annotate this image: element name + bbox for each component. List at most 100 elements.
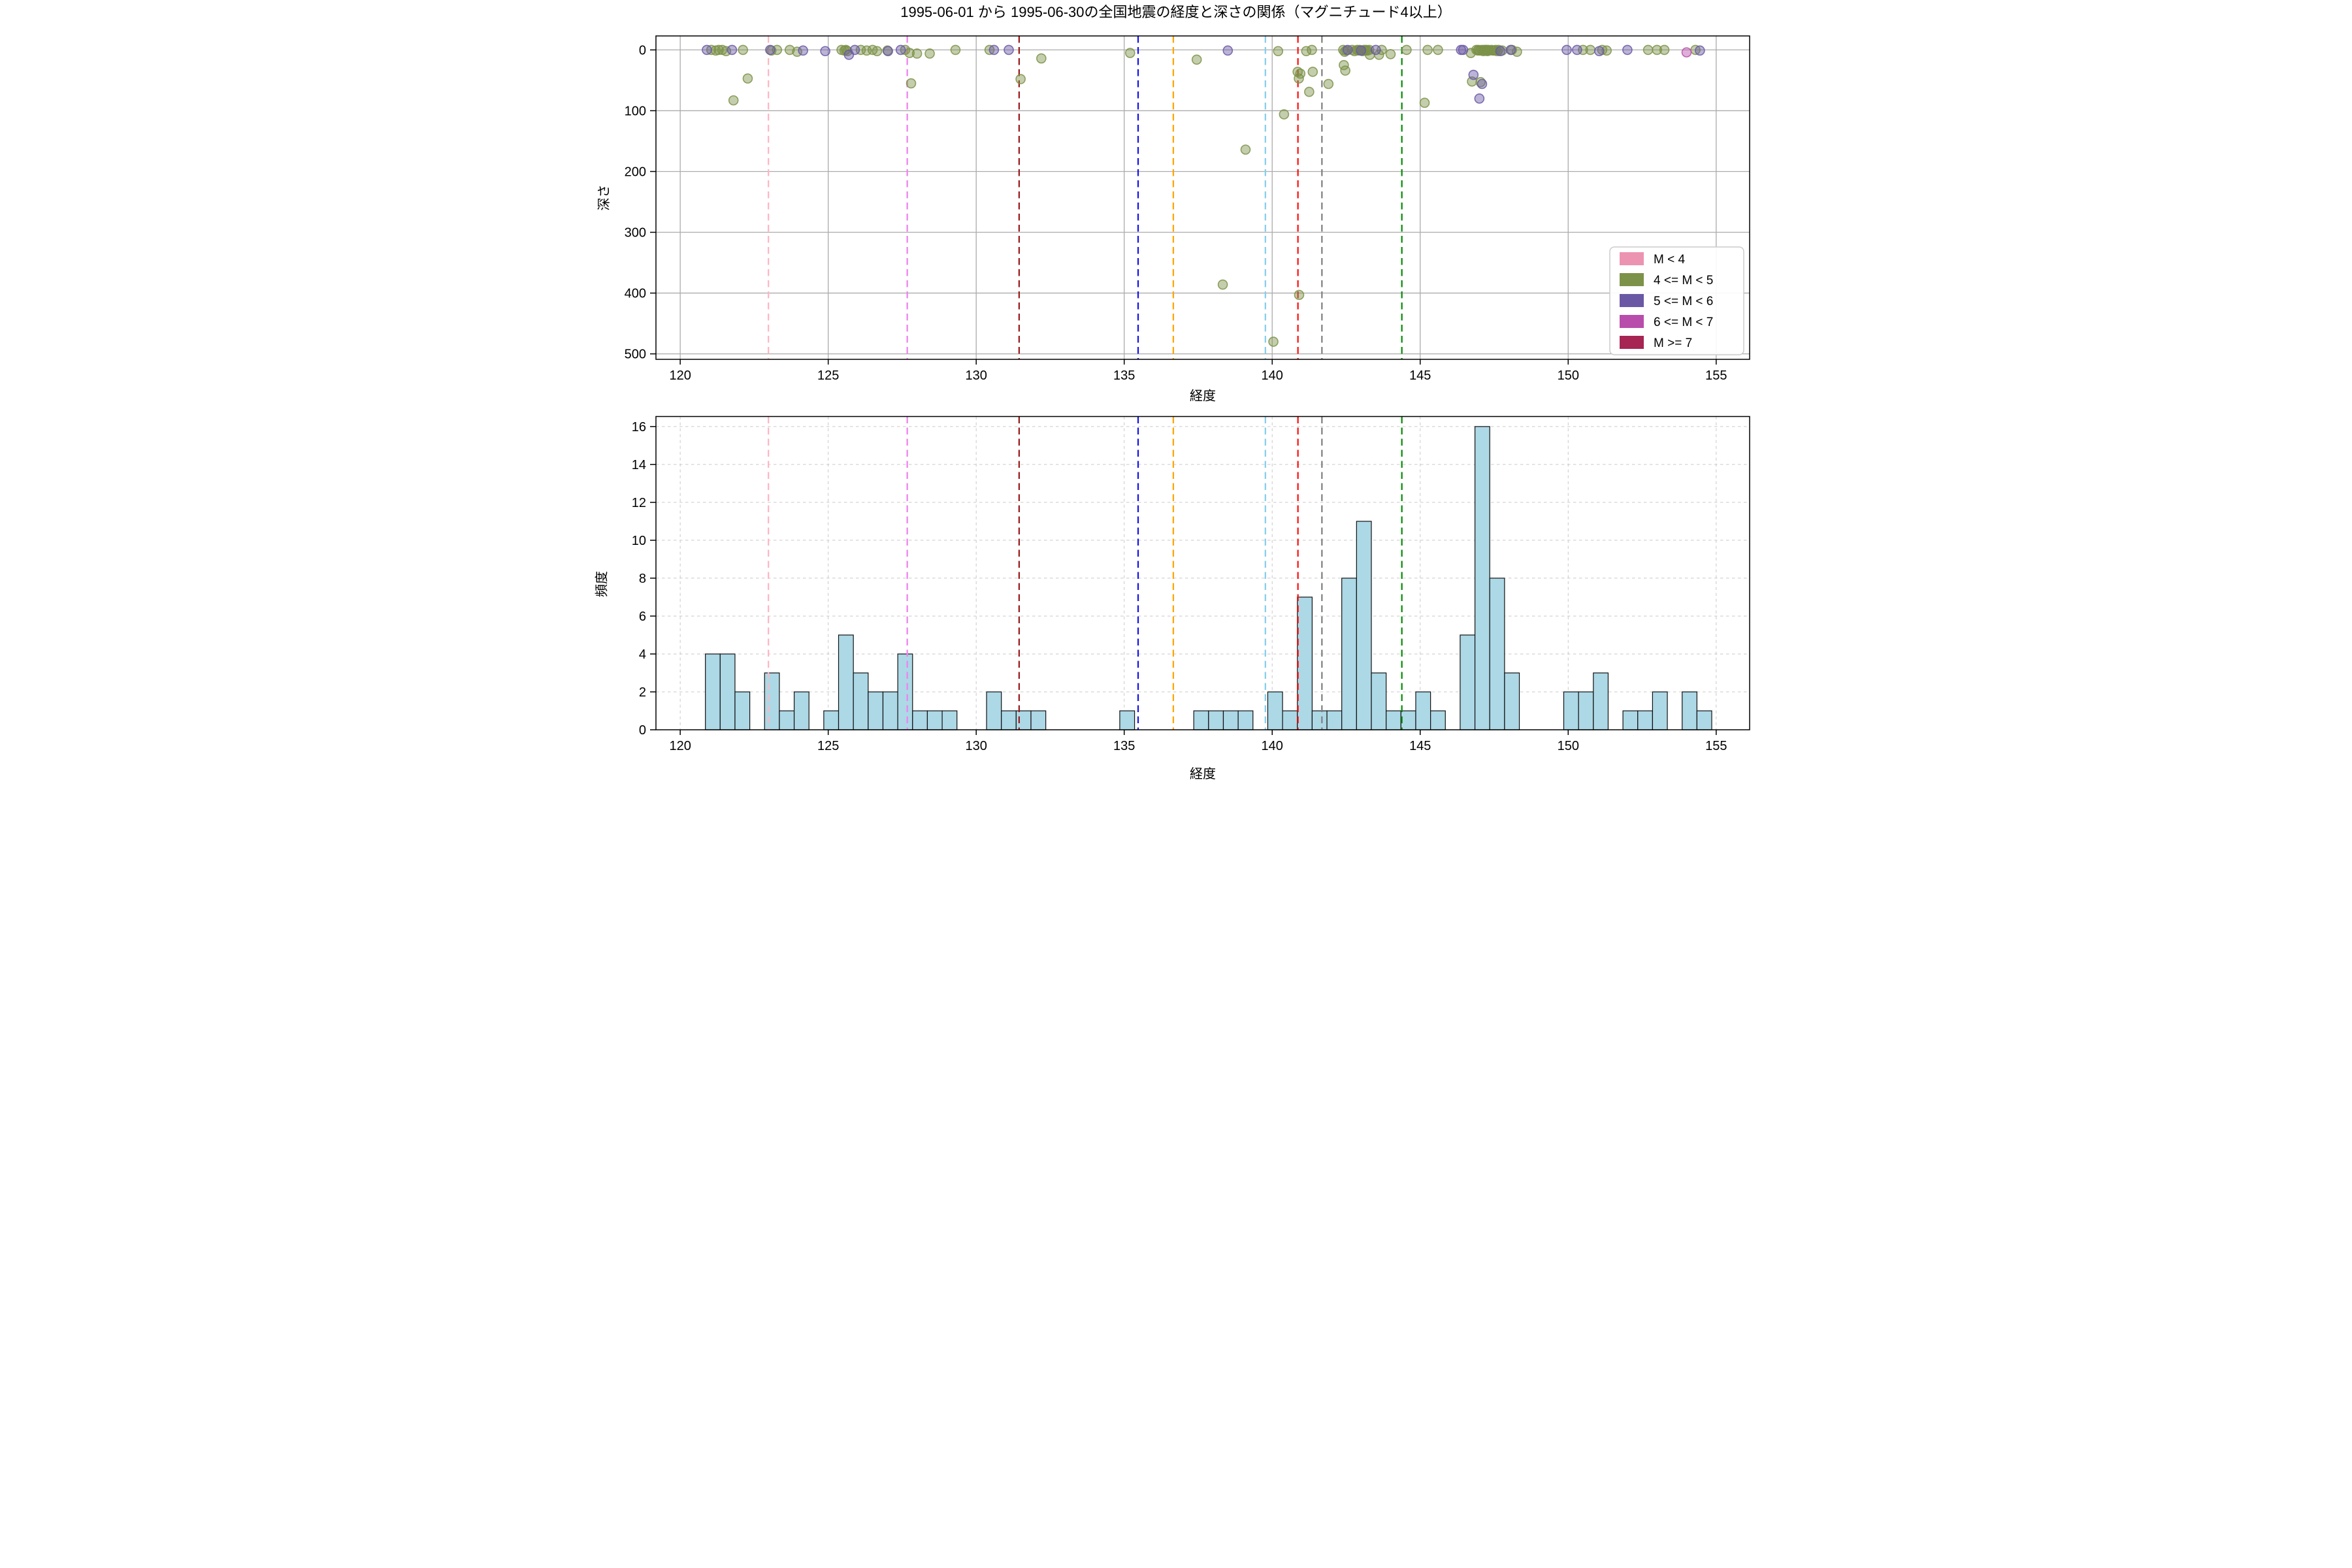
- scatter-point: [1561, 44, 1572, 56]
- histogram-bar: [1593, 672, 1609, 730]
- scatter-point: [784, 44, 795, 56]
- legend-label: 5 <= M < 6: [1654, 295, 1713, 308]
- scatter-point: [738, 44, 748, 56]
- histogram-bar: [705, 653, 721, 730]
- histogram-bar: [1386, 710, 1401, 730]
- histogram-bar: [1311, 710, 1328, 730]
- scatter-point: [988, 44, 1000, 56]
- tick-label: 125: [817, 739, 839, 753]
- tick-label: 130: [966, 368, 987, 383]
- scatter-point: [1340, 65, 1350, 76]
- histogram-bar: [1371, 672, 1387, 730]
- scatter-point: [713, 44, 724, 56]
- scatter-point: [820, 46, 830, 57]
- tick-label: 2: [639, 685, 646, 700]
- scatter-point: [872, 46, 883, 57]
- scatter-point: [883, 46, 893, 57]
- histogram-bar: [1578, 691, 1594, 730]
- scatter-point: [1585, 44, 1596, 56]
- histogram-bar: [1001, 710, 1017, 730]
- scatter-point: [924, 48, 935, 59]
- legend-swatch: [1620, 273, 1644, 286]
- tick-label: 150: [1558, 368, 1579, 383]
- scatter-point: [906, 78, 917, 89]
- scatter-point: [1474, 93, 1485, 104]
- scatter-point: [1295, 68, 1306, 79]
- histogram-bar: [1326, 710, 1343, 730]
- tick-label: 200: [625, 165, 646, 179]
- tick-label: 120: [669, 368, 691, 383]
- bottom-yaxis-label: 頻度: [595, 571, 610, 597]
- histogram-bar: [1015, 710, 1032, 730]
- tick-label: 140: [1262, 739, 1283, 753]
- histogram-bar: [1208, 710, 1224, 730]
- histogram-bar: [986, 691, 1002, 730]
- legend-label: M >= 7: [1654, 336, 1692, 350]
- scatter-point: [1222, 45, 1233, 56]
- tick-label: 140: [1262, 368, 1283, 383]
- scatter-point: [911, 48, 923, 59]
- tick-label: 145: [1409, 368, 1431, 383]
- histogram-bar: [1489, 578, 1505, 730]
- tick-label: 135: [1113, 368, 1135, 383]
- legend: M < 4 4 <= M < 5 5 <= M < 6 6 <= M < 7 M >= …: [1609, 246, 1744, 355]
- histogram-bar: [823, 710, 840, 730]
- histogram-bar: [853, 672, 869, 730]
- top-yaxis-label: 深さ: [596, 185, 612, 211]
- histogram-bar: [779, 710, 795, 730]
- tick-label: 120: [669, 739, 691, 753]
- histogram-bar: [1356, 521, 1372, 730]
- tick-label: 12: [632, 496, 646, 510]
- tick-label: 135: [1113, 739, 1135, 753]
- scatter-point: [1307, 67, 1318, 77]
- histogram-bar: [1504, 672, 1520, 730]
- scatter-point: [1468, 69, 1479, 80]
- scatter-point: [1659, 44, 1670, 56]
- scatter-point: [1279, 109, 1290, 120]
- scatter-point: [1422, 44, 1433, 56]
- histogram-bar: [1637, 710, 1654, 730]
- bottom-plot-frame: [655, 416, 1750, 730]
- histogram-bar: [838, 634, 854, 730]
- histogram-bar: [1474, 426, 1490, 730]
- top-plot-ticks: 120 125 130 135 140 145 150 155 0 100 200 300 400 500: [625, 43, 1727, 383]
- bottom-plot-ticks: 120 125 130 135 140 145 150 155 0 2 4 6 8 10 12 14 16: [632, 420, 1727, 753]
- scatter-point: [1652, 44, 1662, 56]
- legend-items: M < 4 4 <= M < 5 5 <= M < 6 6 <= M < 7 M >= …: [1620, 252, 1713, 350]
- histogram-bar: [941, 710, 958, 730]
- histogram-bar: [912, 710, 928, 730]
- histogram-bar: [1682, 691, 1697, 730]
- tick-label: 300: [625, 226, 646, 240]
- scatter-point: [1433, 44, 1443, 56]
- histogram-bar: [1460, 634, 1476, 730]
- top-plot-reference-lines: [768, 36, 1403, 359]
- scatter-point: [1371, 44, 1381, 56]
- histogram-bar: [1267, 691, 1283, 730]
- tick-label: 145: [1409, 739, 1431, 753]
- scatter-point: [742, 73, 753, 84]
- scatter-point: [1191, 54, 1202, 65]
- histogram-bar: [1119, 710, 1135, 730]
- histogram-bar: [1297, 596, 1313, 730]
- histogram-bar: [926, 710, 943, 730]
- scatter-point: [1401, 44, 1412, 56]
- bottom-plot-grid: [656, 416, 1750, 730]
- scatter-point: [1004, 44, 1014, 56]
- tick-label: 150: [1558, 739, 1579, 753]
- histogram-bar: [793, 691, 809, 730]
- figure-canvas: 1995-06-01 から 1995-06-30の全国地震の経度と深さの関係（マ…: [595, 4, 1750, 781]
- scatter-point: [904, 48, 915, 58]
- histogram-bars: [705, 426, 1712, 730]
- scatter-point: [1594, 46, 1605, 57]
- legend-label: M < 4: [1654, 253, 1685, 267]
- tick-label: 0: [639, 43, 646, 57]
- legend-label: 4 <= M < 5: [1654, 274, 1713, 287]
- tick-label: 400: [625, 287, 646, 301]
- legend-swatch: [1620, 315, 1644, 328]
- scatter-point: [1681, 47, 1692, 57]
- top-plot-grid: [656, 36, 1750, 359]
- tick-label: 8: [639, 572, 646, 586]
- histogram-bar: [734, 691, 751, 730]
- tick-label: 0: [639, 723, 646, 738]
- scatter-point: [1356, 45, 1366, 56]
